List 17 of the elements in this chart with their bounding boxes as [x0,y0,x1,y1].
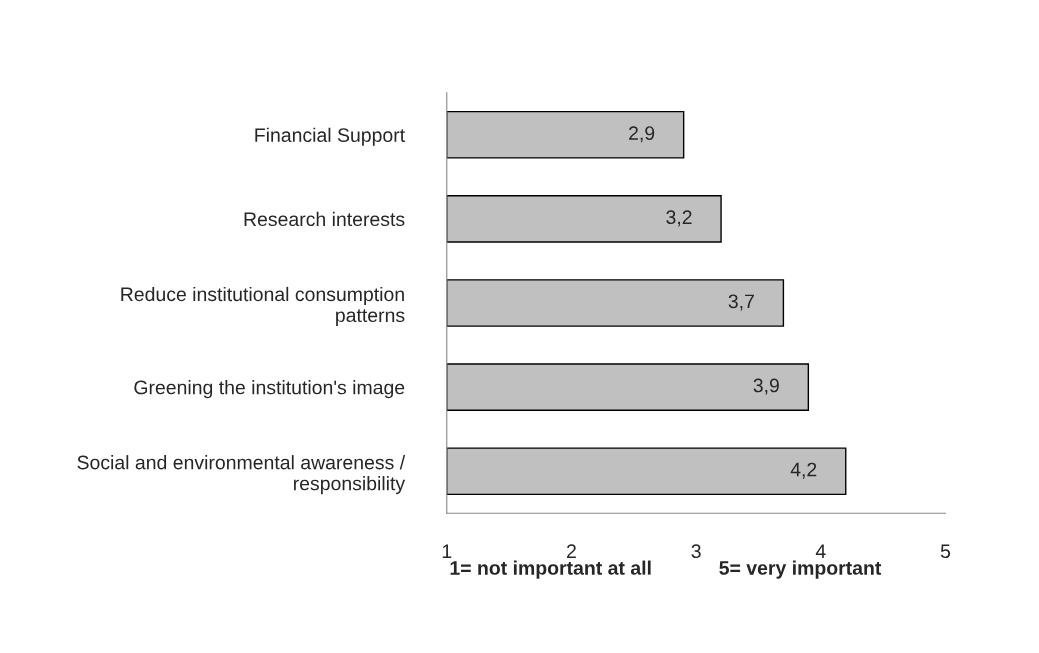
y-tick-label: Financial Support [255,127,405,146]
data-label: 2,9 [629,126,655,143]
x-tick-label: 3 [691,544,701,559]
x-tick-label: 5 [940,544,951,559]
x-tick-label: 4 [815,544,826,558]
y-tick-label: Social and environmental awareness / responsibility [77,455,406,495]
x-tick-label: 1 [442,544,452,558]
text: 1= not important at all [450,560,651,579]
data-label: 4,2 [790,462,817,479]
text: 5= very important [719,560,882,579]
y-tick-label: Research interests [244,211,405,227]
data-label: 3,9 [753,378,779,395]
data-label: 3,2 [666,210,692,227]
y-tick-label: Greening the institution's image [134,380,405,399]
data-label: 3,7 [728,294,754,311]
x-tick-label: 2 [567,544,576,558]
y-tick-label: Reduce institutional consumption patterns [121,286,405,326]
